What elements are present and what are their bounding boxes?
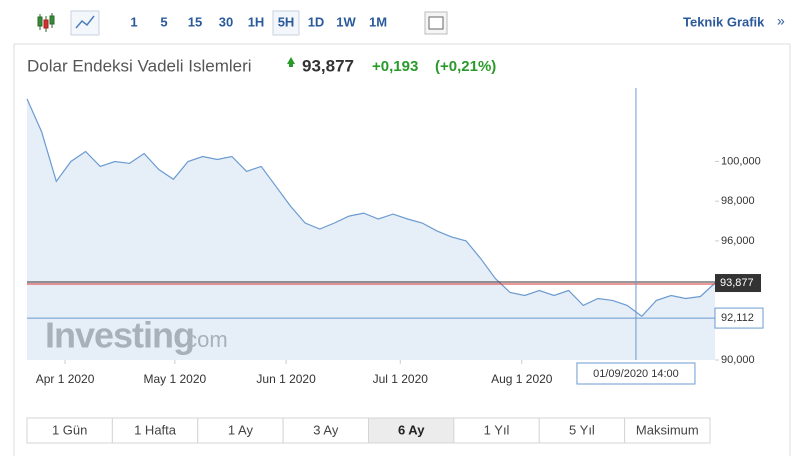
range-label[interactable]: 1 Yıl (484, 422, 510, 437)
candle-icon[interactable] (37, 13, 55, 32)
range-button[interactable] (282, 417, 369, 444)
line-icon-glyph (75, 15, 95, 29)
interval-button[interactable]: 5 (160, 14, 167, 29)
range-label[interactable]: 6 Ay (398, 422, 425, 437)
line-icon[interactable] (70, 10, 100, 36)
price-line (26, 98, 716, 318)
active-interval (272, 10, 300, 36)
y-tick-label: 90,000 (721, 354, 755, 366)
link-arrow[interactable]: » (777, 13, 785, 29)
crosshair-x-box (576, 362, 696, 385)
x-tick-label: May 1 2020 (143, 372, 206, 386)
range-button[interactable] (624, 417, 711, 444)
crosshair-y-box (714, 307, 764, 329)
watermark: Investing (45, 315, 194, 356)
range-button[interactable] (111, 417, 199, 444)
x-tick-label: Apr 1 2020 (36, 372, 95, 386)
settings-icon-glyph (428, 16, 444, 30)
last-price-box (715, 274, 761, 293)
interval-button[interactable]: 1 (130, 14, 137, 29)
interval-button[interactable]: 1H (248, 14, 265, 29)
plot-area (27, 88, 715, 360)
interval-button[interactable]: 1D (308, 14, 325, 29)
change: +0,193 (372, 58, 418, 75)
interval-button[interactable]: 1W (336, 14, 356, 29)
last-price: 93,877 (302, 56, 354, 75)
range-label[interactable]: 1 Ay (228, 422, 254, 437)
interval-button[interactable]: 15 (188, 14, 202, 29)
x-tick-label: Jun 1 2020 (256, 372, 316, 386)
range-button[interactable] (368, 417, 455, 444)
y-tick-label: 100,000 (721, 155, 761, 167)
crosshair-y-label: 92,112 (721, 312, 754, 324)
change-pct: (+0,21%) (435, 58, 496, 75)
watermark-suffix: .com (180, 327, 228, 352)
technical-link[interactable]: Teknik Grafik (683, 14, 765, 29)
up-arrow (287, 57, 295, 64)
interval-button[interactable]: 1M (369, 14, 387, 29)
range-button[interactable] (538, 417, 626, 444)
range-label[interactable]: 1 Hafta (134, 422, 177, 437)
range-button[interactable] (26, 417, 113, 444)
range-button[interactable] (453, 417, 540, 444)
chart-title: Dolar Endeksi Vadeli Islemleri (27, 56, 252, 75)
interval-button[interactable]: 30 (219, 14, 233, 29)
x-tick-label: Aug 1 2020 (491, 372, 553, 386)
x-tick-label: Jul 1 2020 (373, 372, 429, 386)
range-label[interactable]: Maksimum (636, 422, 699, 437)
up-arrow (289, 63, 293, 67)
range-button[interactable] (197, 417, 284, 444)
y-tick-label: 98,000 (721, 195, 755, 207)
last-price-tag: 93,877 (720, 277, 754, 289)
range-label[interactable]: 5 Yıl (569, 422, 595, 437)
interval-button[interactable]: 5H (278, 14, 295, 29)
crosshair-x-label: 01/09/2020 14:00 (593, 368, 679, 380)
range-label[interactable]: 3 Ay (313, 422, 339, 437)
y-tick-label: 96,000 (721, 235, 755, 247)
range-label[interactable]: 1 Gün (52, 422, 87, 437)
area (27, 98, 715, 361)
